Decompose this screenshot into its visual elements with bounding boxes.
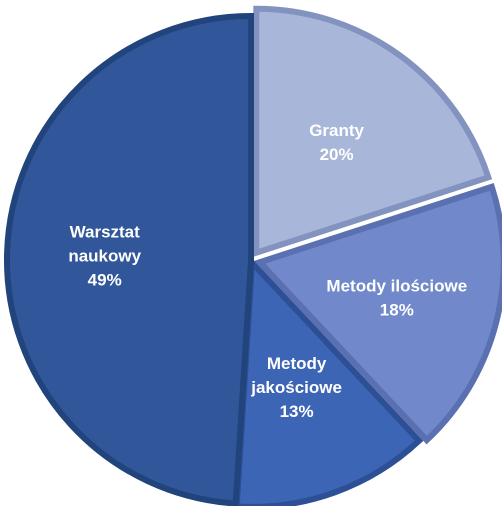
pie-slice-metody-ilościowe [254,183,502,445]
data-label-name: Warsztat [70,222,141,241]
data-label-percent: 18% [380,300,414,319]
data-label-name: Granty [309,121,364,140]
data-label-percent: 13% [280,402,314,421]
data-label-name: naukowy [68,246,141,265]
data-label-granty: Granty 20% [309,121,364,164]
data-label-name: Metody [267,354,327,373]
pie-slice-metody-jakościowe [233,255,424,506]
pie-slice-warsztat-naukowy [4,12,254,506]
pie-slice-granty [253,5,493,257]
pie-data-labels: Granty 20% Metody ilościowe 18% Metody jakośc… [68,121,467,421]
data-label-name: jakościowe [250,378,342,397]
data-label-name: Metody ilościowe [326,276,467,295]
pie-slices [4,5,502,506]
data-label-percent: 20% [320,145,354,164]
data-label-metody-ilościowe: Metody ilościowe 18% [326,276,467,319]
data-label-warsztat-naukowy: Warsztat naukowy 49% [68,222,141,289]
data-label-metody-jakościowe: Metody jakościowe 13% [250,354,342,421]
data-label-percent: 49% [88,270,122,289]
